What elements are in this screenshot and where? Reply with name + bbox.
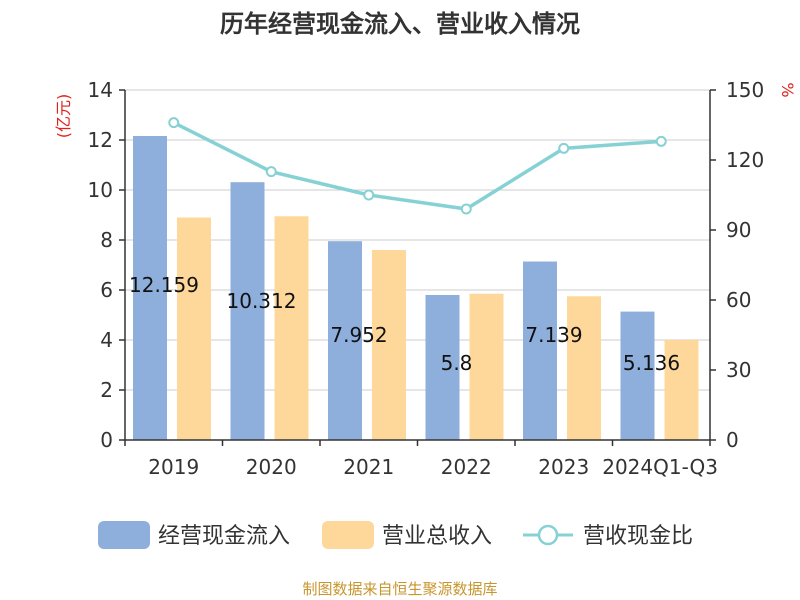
x-tick-label-5: 2024Q1-Q3 [602, 455, 718, 479]
grid-lines [125, 89, 710, 391]
left-axis-unit: (亿元) [54, 94, 73, 139]
legend-swatch-revenue [322, 521, 374, 549]
bar-cash-3 [425, 295, 460, 440]
x-tick-label-2: 2021 [343, 455, 394, 479]
right-tick-label-4: 120 [726, 148, 764, 172]
bar-cash-1 [230, 182, 265, 440]
source-note: 制图数据来自恒生聚源数据库 [302, 580, 497, 598]
bar-label-1: 10.312 [227, 289, 297, 313]
x-tick-label-0: 2019 [148, 455, 199, 479]
bar-label-4: 7.139 [525, 323, 582, 347]
bar-label-0: 12.159 [129, 273, 199, 297]
legend-marker-ratio [537, 524, 559, 546]
ratio-point-2 [363, 189, 375, 201]
ratio-point-3 [460, 203, 472, 215]
left-tick-label-1: 2 [100, 378, 113, 402]
left-tick-label-2: 4 [100, 328, 113, 352]
bar-cash-4 [523, 261, 557, 440]
ratio-point-5 [655, 135, 667, 147]
bar-cash-5 [620, 311, 655, 440]
bar-revenue-2 [372, 250, 406, 440]
legend-label-cash: 经营现金流入 [158, 524, 290, 549]
ratio-polyline [172, 121, 662, 211]
bar-revenue-1 [274, 216, 309, 440]
bar-cash-0 [133, 136, 167, 440]
chart-title: 历年经营现金流入、营业收入情况 [220, 10, 580, 38]
right-tick-label-3: 90 [726, 218, 751, 242]
bar-cash-2 [328, 241, 362, 440]
ratio-point-4 [558, 142, 570, 154]
x-tick-label-4: 2023 [538, 455, 589, 479]
right-tick-label-0: 0 [726, 428, 739, 452]
legend-swatch-cash [98, 521, 150, 549]
bar-label-2: 7.952 [330, 323, 387, 347]
axes: 0 2 4 6 8 10 12 14 0 30 60 90 120 150 2019 2020 2021 2022… [88, 78, 765, 479]
x-tick-label-3: 2022 [441, 455, 492, 479]
bar-label-5: 5.136 [623, 351, 680, 375]
left-tick-label-5: 10 [88, 178, 113, 202]
right-tick-label-5: 150 [726, 78, 764, 102]
left-tick-label-0: 0 [100, 428, 113, 452]
x-tick-label-1: 2020 [246, 455, 297, 479]
left-tick-label-7: 14 [88, 78, 113, 102]
bar-revenue-3 [469, 293, 504, 440]
bars [133, 136, 699, 440]
legend-label-revenue: 营业总收入 [382, 524, 492, 549]
bar-revenue-0 [177, 217, 211, 440]
bar-revenue-5 [664, 340, 699, 440]
right-tick-label-1: 30 [726, 358, 751, 382]
legend: 经营现金流入 营业总收入 营收现金比 [98, 521, 693, 549]
ratio-point-0 [168, 117, 180, 129]
left-tick-label-6: 12 [88, 128, 113, 152]
left-tick-label-3: 6 [100, 278, 113, 302]
bar-labels: 12.159 10.312 7.952 5.8 7.139 5.136 [129, 273, 680, 375]
right-tick-label-2: 60 [726, 288, 751, 312]
left-tick-label-4: 8 [100, 228, 113, 252]
bar-label-3: 5.8 [441, 351, 473, 375]
legend-label-ratio: 营收现金比 [583, 524, 693, 549]
ratio-line [168, 117, 667, 215]
right-axis-unit: % [778, 82, 797, 97]
ratio-point-1 [265, 166, 277, 178]
bar-revenue-4 [567, 296, 601, 440]
